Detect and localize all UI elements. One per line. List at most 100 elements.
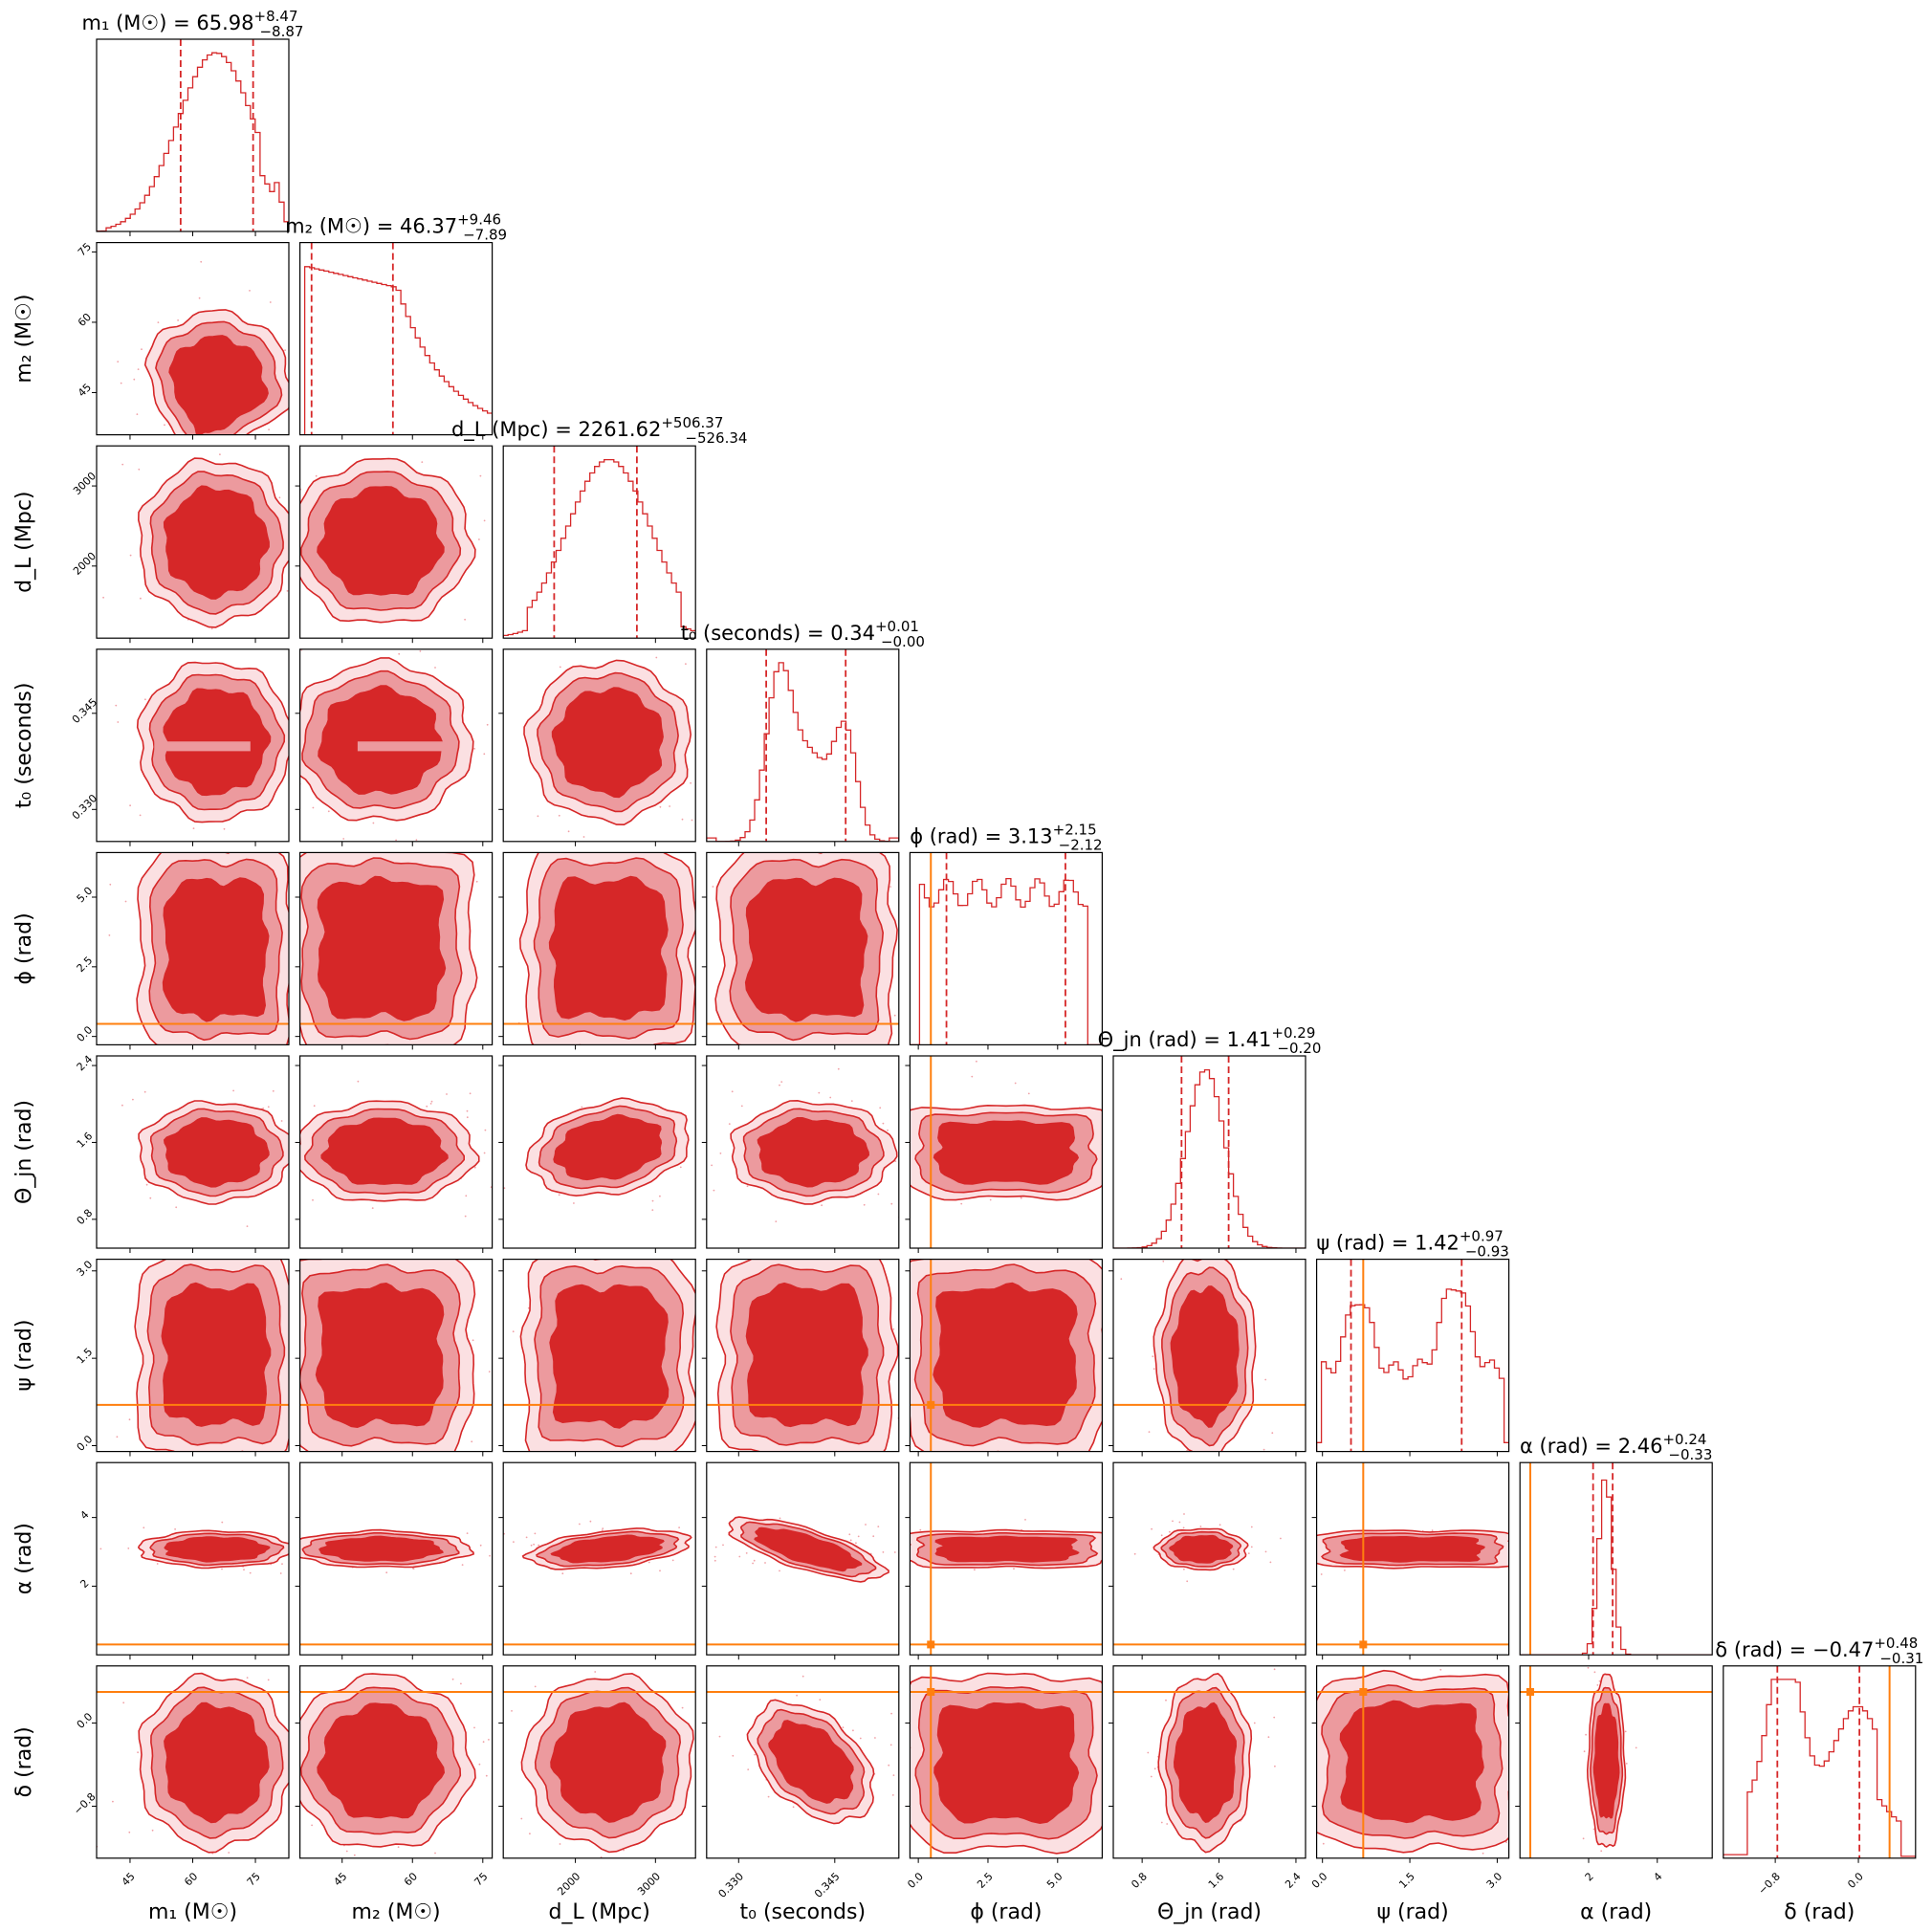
scatter-point (144, 698, 146, 701)
scatter-point (286, 1815, 288, 1817)
scatter-point (779, 1570, 780, 1572)
scatter-point (628, 1195, 630, 1197)
scatter-point (904, 1564, 906, 1566)
scatter-point (905, 1308, 907, 1310)
scatter-point (903, 1751, 905, 1753)
scatter-point (143, 1090, 146, 1093)
scatter-point (725, 1544, 727, 1546)
scatter-point (894, 1197, 896, 1198)
contour-m1-delta (97, 1672, 289, 1865)
scatter-point (852, 1729, 854, 1732)
scatter-point (267, 1679, 270, 1681)
scatter-point (558, 1194, 560, 1197)
scatter-point (153, 1240, 155, 1242)
contour-inner (162, 877, 270, 1022)
contour-inner (549, 1284, 670, 1429)
x-tick-label: 2.5 (975, 1870, 996, 1891)
scatter-point (143, 1526, 145, 1529)
scatter-point (94, 1113, 96, 1115)
scatter-point (186, 1478, 187, 1480)
scatter-point (1154, 1470, 1156, 1472)
title-name: m₁ (M☉) (82, 11, 167, 34)
contour-inner (163, 1117, 270, 1188)
scatter-point (466, 1116, 469, 1119)
hist-t0 (706, 648, 899, 842)
scatter-point (495, 1350, 497, 1352)
scatter-point (1280, 1537, 1282, 1540)
scatter-point (601, 1529, 604, 1531)
hist-dL (503, 446, 696, 639)
scatter-point (281, 1563, 283, 1565)
scatter-point (178, 1458, 180, 1460)
scatter-point (203, 1456, 205, 1458)
scatter-point (877, 1193, 880, 1196)
scatter-point (607, 1200, 609, 1202)
scatter-point (291, 1169, 293, 1171)
scatter-point (128, 1418, 131, 1421)
title-minus: −0.20 (1277, 1040, 1321, 1057)
x-tick-label: 2000 (555, 1870, 582, 1898)
scatter-point (272, 1457, 274, 1459)
contour-inner (318, 685, 443, 795)
scatter-point (742, 1511, 744, 1513)
scatter-point (523, 1727, 525, 1729)
y-tick-label: −0.8 (71, 1790, 98, 1817)
scatter-point (471, 1440, 473, 1443)
scatter-point (681, 1706, 684, 1709)
title-plus: +8.47 (254, 8, 298, 25)
contour-inner (163, 485, 270, 600)
scatter-point (1152, 1355, 1154, 1358)
contour-inner (550, 1534, 665, 1564)
title-plus: +506.37 (661, 414, 723, 431)
title-eq: = (1589, 1435, 1618, 1458)
panel-frames-layer (92, 38, 1917, 1863)
scatter-point (1418, 1593, 1420, 1595)
scatter-point (801, 1069, 802, 1071)
hist-psi (1316, 1259, 1509, 1452)
scatter-point (121, 463, 124, 466)
scatter-point (729, 845, 731, 846)
scatter-point (1129, 1394, 1131, 1395)
title-psi: ψ (rad) = 1.42+0.97 −0.93 (1316, 1228, 1508, 1261)
scatter-point (691, 819, 693, 822)
scatter-point (1429, 1871, 1431, 1873)
scatter-point (245, 1863, 247, 1865)
scatter-point (1269, 1561, 1272, 1564)
scatter-point (892, 1328, 895, 1330)
scatter-point (886, 1798, 888, 1800)
scatter-point (895, 1504, 897, 1505)
contour-inner (933, 1701, 1080, 1825)
title-eq: = (978, 824, 1008, 847)
scatter-point (170, 1218, 172, 1219)
scatter-point (1034, 1867, 1036, 1869)
scatter-point (296, 792, 298, 794)
scatter-point (483, 519, 486, 522)
scatter-point (617, 1623, 619, 1625)
hist-steps-dL (503, 458, 696, 639)
scatter-point (530, 1544, 533, 1547)
scatter-point (397, 1846, 400, 1849)
scatter-point (117, 721, 120, 723)
scatter-point (890, 1202, 893, 1205)
scatter-point (186, 633, 187, 635)
scatter-point (110, 1242, 112, 1244)
scatter-point (1320, 1573, 1323, 1575)
scatter-point (296, 680, 297, 682)
hist-phi (910, 852, 1103, 1045)
scatter-point (132, 1098, 134, 1101)
title-eq: = (549, 418, 579, 441)
y-axis-label-dL: d_L (Mpc) (12, 491, 36, 592)
y-axis-label-psi: ψ (rad) (12, 1320, 36, 1392)
scatter-point (1264, 1378, 1267, 1381)
contour-dL-phi (503, 852, 696, 1045)
scatter-point (483, 1152, 486, 1154)
scatter-point (395, 839, 397, 842)
contour-inner (553, 1113, 663, 1181)
contour-m1-psi (97, 1218, 289, 1480)
scatter-point (284, 349, 286, 351)
panel-frame-1-3 (299, 648, 494, 843)
scatter-point (1250, 1546, 1253, 1548)
title-eq: = (1783, 1638, 1812, 1661)
scatter-point (488, 1739, 490, 1741)
scatter-point (140, 597, 142, 600)
